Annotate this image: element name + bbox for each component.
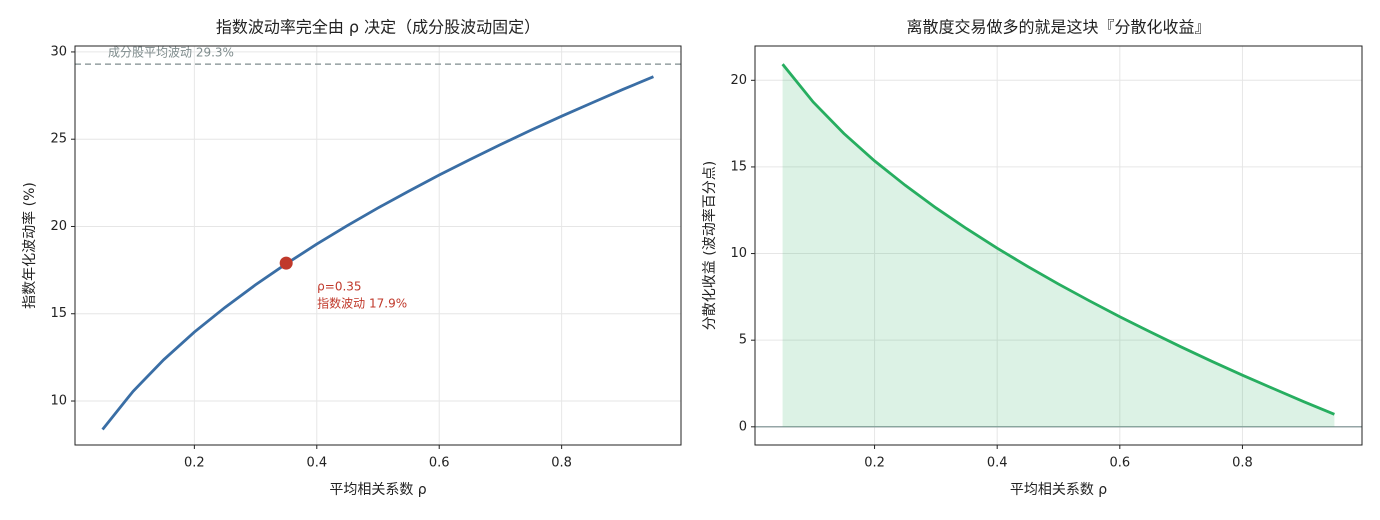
y-axis-label: 分散化收益 (波动率百分点) (701, 161, 718, 330)
reference-label: 成分股平均波动 29.3% (108, 46, 234, 60)
y-tick-label: 30 (50, 44, 67, 59)
x-tick-label: 0.6 (1109, 456, 1130, 471)
y-tick-label: 15 (730, 159, 747, 174)
x-axis-label: 平均相关系数 ρ (329, 482, 426, 498)
x-tick-label: 0.4 (987, 456, 1008, 471)
x-tick-label: 0.2 (864, 456, 885, 471)
y-tick-label: 10 (50, 394, 67, 409)
y-tick-label: 5 (739, 333, 747, 348)
y-tick-label: 10 (730, 246, 747, 261)
y-tick-label: 25 (50, 132, 67, 147)
x-axis-label: 平均相关系数 ρ (1010, 482, 1107, 498)
axes-frame (74, 45, 682, 446)
x-tick-label: 0.8 (551, 456, 572, 471)
area-fill (782, 64, 1335, 427)
highlight-label: 指数波动 17.9% (317, 296, 407, 311)
chart-title: 离散度交易做多的就是这块『分散化收益』 (906, 18, 1210, 37)
x-tick-label: 0.8 (1232, 456, 1253, 471)
x-tick-label: 0.2 (184, 456, 205, 471)
data-line (101, 75, 654, 431)
highlight-point (279, 256, 293, 270)
y-tick-label: 0 (739, 419, 747, 434)
axes-frame (754, 45, 1363, 446)
x-tick-label: 0.6 (429, 456, 450, 471)
y-axis-label: 指数年化波动率 (%) (21, 182, 38, 309)
chart-title: 指数波动率完全由 ρ 决定（成分股波动固定） (216, 18, 540, 37)
x-tick-label: 0.4 (306, 456, 327, 471)
y-tick-label: 20 (50, 219, 67, 234)
y-tick-label: 20 (730, 73, 747, 88)
y-tick-label: 15 (50, 306, 67, 321)
data-line (781, 63, 1335, 416)
highlight-label: ρ=0.35 (317, 280, 361, 294)
